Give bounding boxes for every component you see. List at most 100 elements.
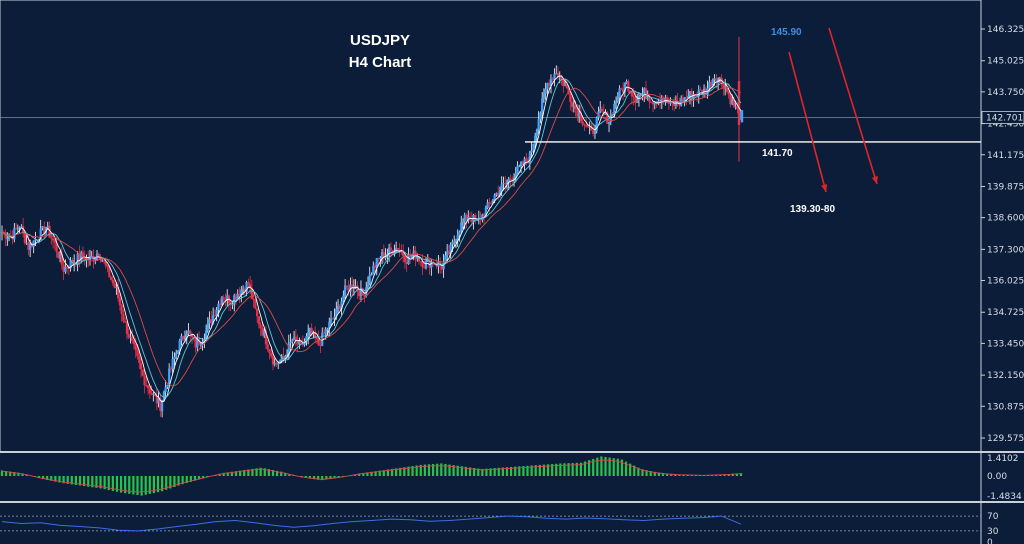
candle-body: [175, 352, 178, 357]
candle-body: [115, 287, 118, 289]
candle-body: [486, 202, 489, 209]
candle-body: [534, 135, 537, 144]
candle-body: [108, 266, 111, 278]
candle-body: [488, 202, 491, 204]
candle-body: [653, 101, 656, 105]
candle-body: [18, 227, 21, 229]
current-price-label: 142.701: [986, 113, 1023, 123]
candle-body: [196, 339, 199, 348]
candle-body: [333, 316, 336, 319]
candle-body: [187, 330, 190, 334]
candle-body: [109, 277, 113, 280]
candle-body: [284, 356, 287, 359]
candle-body: [708, 81, 711, 89]
candle-body: [194, 337, 197, 348]
candle-body: [257, 316, 260, 325]
candle-body: [314, 331, 317, 339]
candle-body: [725, 87, 729, 92]
candle-body: [328, 321, 331, 329]
candle-body: [734, 106, 737, 108]
candle-body: [351, 284, 354, 289]
price-tick-label: 141.175: [987, 151, 1024, 161]
candle-body: [266, 344, 269, 350]
candle-body: [548, 82, 551, 86]
macd-tick-label: 1.4102: [987, 454, 1019, 464]
macd-tick-label: -1.4834: [987, 492, 1022, 502]
rsi-line: [1, 515, 742, 532]
candle-body: [599, 108, 602, 112]
candle-body: [518, 165, 521, 167]
candle-body: [101, 260, 104, 262]
candle-body: [117, 287, 120, 299]
candle-body: [595, 117, 598, 132]
candle-body: [683, 97, 686, 103]
chart-layer-levels: 147.00 145.90 141.70 139.30-80: [525, 0, 981, 215]
candle-body: [347, 287, 350, 292]
candle-body: [319, 345, 322, 347]
candle-body: [69, 260, 72, 269]
candle-body: [493, 195, 496, 201]
candle-body: [620, 88, 623, 90]
candle-body: [150, 393, 153, 395]
candle-body: [248, 284, 252, 288]
candle-body: [560, 76, 563, 80]
candle-body: [502, 183, 505, 185]
candle-body: [569, 93, 572, 102]
macd-tick-label: 0.00: [987, 472, 1007, 482]
candle-body: [690, 91, 693, 99]
candle-body: [176, 351, 180, 353]
candle-body: [727, 91, 730, 95]
candle-body: [544, 88, 547, 94]
candle-body: [0, 232, 4, 234]
candle-body: [687, 95, 690, 98]
candle-body: [282, 355, 285, 359]
candle-body: [90, 255, 93, 257]
candle-body: [324, 329, 327, 334]
candle-body: [203, 340, 206, 342]
candle-body: [197, 339, 201, 345]
candle-body: [565, 84, 568, 88]
candle-body: [259, 324, 262, 329]
candle-body: [373, 265, 377, 268]
candle-body: [166, 384, 169, 388]
candle-body: [152, 393, 155, 395]
candle-body: [285, 355, 289, 357]
candle-body: [658, 100, 662, 103]
forecast-arrow-shaft: [828, 27, 878, 185]
candle-body: [613, 103, 616, 115]
candle-body: [662, 98, 665, 102]
candle-body: [579, 112, 582, 122]
candle-body: [32, 240, 35, 247]
candle-body: [593, 131, 597, 134]
candle-body: [458, 231, 461, 235]
candle-body: [23, 232, 26, 243]
candle-body: [697, 89, 700, 97]
candle-body: [570, 101, 574, 107]
candle-body: [162, 392, 165, 401]
candle-body: [442, 261, 445, 270]
candle-body: [460, 222, 463, 232]
candle-body: [326, 328, 329, 330]
candle-body: [386, 253, 389, 256]
candle-body: [423, 267, 426, 269]
candle-body: [111, 279, 114, 284]
candle-body: [461, 221, 465, 223]
candle-body: [558, 76, 561, 78]
price-tick-label: 139.875: [987, 182, 1024, 192]
candle-body: [53, 240, 56, 243]
forecast-arrow-shaft: [788, 51, 827, 193]
candle-body: [516, 165, 519, 174]
candle-body: [361, 288, 364, 296]
candle-body: [120, 305, 123, 314]
candle-body: [648, 97, 651, 103]
candle-body: [667, 102, 670, 104]
candle-body: [308, 327, 312, 333]
candle-body: [419, 261, 422, 263]
candle-body: [467, 216, 470, 221]
candle-body: [651, 102, 655, 105]
candle-body: [521, 161, 524, 165]
candle-body: [287, 343, 290, 356]
candle-body: [553, 73, 556, 80]
candle-body: [588, 126, 591, 128]
candle-body: [644, 88, 648, 100]
